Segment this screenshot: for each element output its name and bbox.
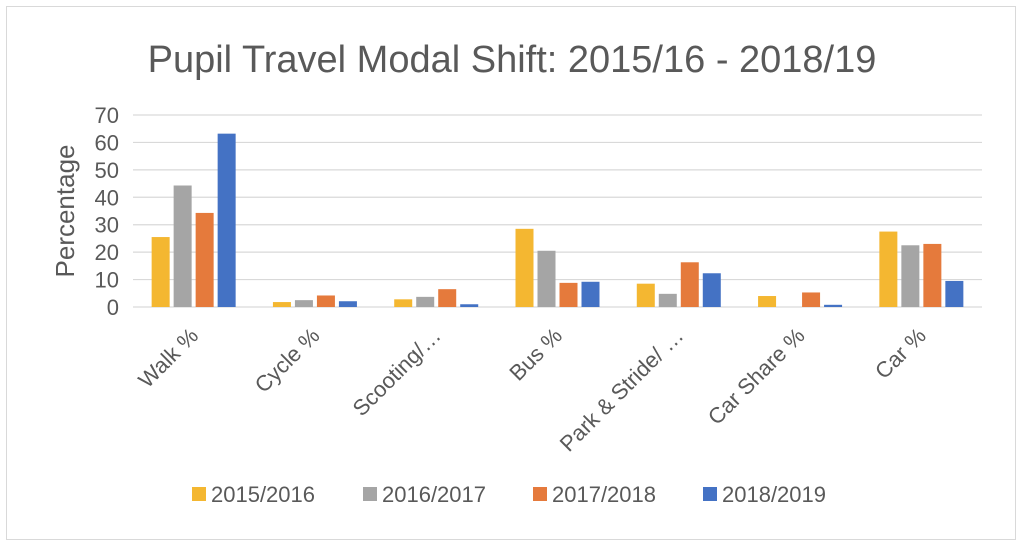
gridlines: [133, 114, 982, 308]
bar: [195, 212, 214, 307]
bar: [945, 280, 964, 307]
bar: [394, 299, 413, 307]
x-tick-label: Walk %: [133, 323, 203, 393]
y-tick-label: 20: [95, 240, 119, 265]
bar: [901, 245, 920, 307]
bar: [537, 250, 556, 307]
x-tick-label: Car %: [870, 323, 931, 384]
legend-swatch: [533, 487, 547, 501]
bar: [658, 293, 677, 307]
bar: [559, 282, 578, 307]
y-tick-label: 30: [95, 213, 119, 238]
bar: [581, 281, 600, 307]
legend-label: 2018/2019: [722, 482, 826, 507]
bar: [272, 302, 291, 307]
x-tick-label: Scooting/…: [348, 323, 446, 421]
bar: [923, 243, 942, 307]
bar: [680, 262, 699, 307]
y-axis-label: Percentage: [50, 145, 80, 278]
x-tick-label: Bus %: [504, 323, 567, 386]
y-tick-label: 0: [107, 295, 119, 320]
bars: [151, 133, 964, 307]
bar: [758, 296, 777, 307]
bar: [515, 228, 534, 307]
y-tick-label: 70: [95, 103, 119, 128]
y-tick-label: 50: [95, 158, 119, 183]
x-tick-label: Car Share %: [703, 323, 810, 430]
legend-swatch: [363, 487, 377, 501]
legend-label: 2017/2018: [552, 482, 656, 507]
bar: [294, 300, 313, 307]
legend-label: 2015/2016: [211, 482, 315, 507]
legend-swatch: [192, 487, 206, 501]
legend: 2015/2016 2016/2017 2017/2018 2018/2019: [192, 482, 826, 507]
bar: [151, 237, 170, 307]
legend-swatch: [703, 487, 717, 501]
x-axis-ticks: Walk % Cycle % Scooting/… Bus %Park & Strid…: [133, 323, 931, 457]
bar: [173, 185, 192, 307]
bar: [824, 304, 843, 307]
bar: [316, 295, 335, 307]
x-tick-label: Cycle %: [250, 323, 325, 398]
bar: [460, 304, 479, 307]
x-tick-label: Park & Stride/ …: [555, 323, 689, 457]
bar: [416, 296, 435, 307]
y-tick-label: 60: [95, 130, 119, 155]
bar: [338, 301, 357, 307]
y-tick-label: 10: [95, 268, 119, 293]
y-tick-label: 40: [95, 185, 119, 210]
bar: [438, 289, 457, 307]
bar: [217, 133, 236, 307]
bar: [879, 231, 898, 307]
legend-label: 2016/2017: [382, 482, 486, 507]
chart-title: Pupil Travel Modal Shift: 2015/16 - 2018…: [148, 39, 877, 81]
bar: [636, 283, 655, 307]
bar: [802, 292, 821, 307]
bar: [702, 273, 721, 307]
